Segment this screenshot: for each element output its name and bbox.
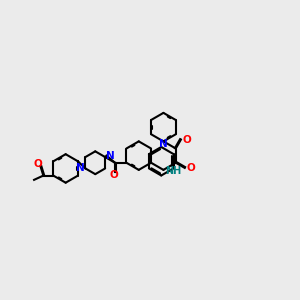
Text: N: N — [106, 151, 115, 161]
Text: N: N — [159, 140, 168, 149]
Text: O: O — [187, 163, 195, 173]
Text: N: N — [76, 164, 84, 173]
Text: O: O — [109, 169, 118, 180]
Text: NH: NH — [165, 166, 182, 176]
Text: O: O — [183, 135, 191, 145]
Text: O: O — [34, 159, 43, 170]
